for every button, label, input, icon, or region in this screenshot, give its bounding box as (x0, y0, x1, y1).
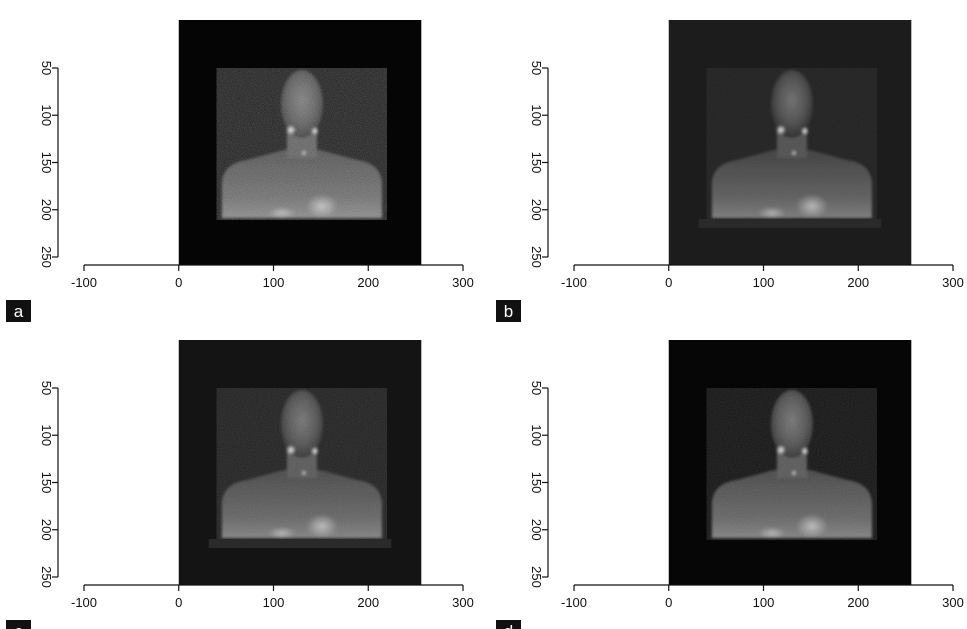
panel-label-badge: d (496, 620, 521, 629)
x-tick-label: 100 (753, 275, 775, 290)
y-tick-label: 250 (529, 566, 544, 588)
scan-image (668, 20, 912, 265)
y-tick-label: 200 (529, 199, 544, 221)
scan-image (178, 20, 422, 265)
y-tick-label: 250 (39, 566, 54, 588)
axes: -100 0 100 200 300 50 100 150 200 250 (529, 381, 964, 610)
y-tick-label: 100 (39, 104, 54, 126)
panel-label-badge: b (496, 300, 521, 322)
x-tick-label: 100 (263, 275, 285, 290)
x-tick-label: 300 (452, 275, 474, 290)
y-tick-label: 150 (529, 472, 544, 494)
panel-d: -100 0 100 200 300 50 100 150 200 250 d (496, 340, 964, 629)
panel-a: -100 0 100 200 300 50 100 150 200 250 a (6, 20, 474, 322)
y-tick-label: 100 (39, 424, 54, 446)
panel-label: d (504, 622, 513, 629)
panel-label: a (14, 302, 24, 321)
y-tick-label: 50 (39, 381, 54, 395)
y-tick-label: 250 (529, 246, 544, 268)
x-tick-label: -100 (71, 595, 97, 610)
scan-image (178, 340, 422, 585)
y-tick-label: 150 (529, 152, 544, 174)
y-tick-label: 150 (39, 152, 54, 174)
y-tick-label: 200 (39, 519, 54, 541)
x-tick-label: -100 (561, 275, 587, 290)
panel-c: -100 0 100 200 300 50 100 150 200 250 c (6, 340, 474, 629)
x-tick-label: 300 (942, 595, 964, 610)
panel-b: -100 0 100 200 300 50 100 150 200 250 b (496, 20, 964, 322)
x-tick-label: 100 (753, 595, 775, 610)
x-tick-label: 0 (665, 275, 672, 290)
panel-label: c (14, 622, 23, 629)
y-tick-label: 150 (39, 472, 54, 494)
x-tick-label: -100 (71, 275, 97, 290)
axes: -100 0 100 200 300 50 100 150 200 250 (39, 381, 474, 610)
x-tick-label: 0 (175, 275, 182, 290)
y-tick-label: 200 (39, 199, 54, 221)
scan-image (668, 340, 912, 585)
y-tick-label: 100 (529, 424, 544, 446)
x-tick-label: 300 (452, 595, 474, 610)
y-tick-label: 50 (529, 61, 544, 75)
y-tick-label: 50 (529, 381, 544, 395)
axes: -100 0 100 200 300 50 100 150 200 250 (39, 61, 474, 290)
panel-label-badge: a (6, 300, 31, 322)
panel-label: b (504, 302, 513, 321)
y-tick-label: 200 (529, 519, 544, 541)
x-tick-label: 200 (847, 275, 869, 290)
x-tick-label: -100 (561, 595, 587, 610)
x-tick-label: 200 (847, 595, 869, 610)
x-tick-label: 200 (357, 275, 379, 290)
x-tick-label: 100 (263, 595, 285, 610)
x-tick-label: 0 (665, 595, 672, 610)
y-tick-label: 100 (529, 104, 544, 126)
x-tick-label: 300 (942, 275, 964, 290)
x-tick-label: 0 (175, 595, 182, 610)
y-tick-label: 50 (39, 61, 54, 75)
panel-label-badge: c (6, 620, 31, 629)
axes: -100 0 100 200 300 50 100 150 200 250 (529, 61, 964, 290)
x-tick-label: 200 (357, 595, 379, 610)
y-tick-label: 250 (39, 246, 54, 268)
